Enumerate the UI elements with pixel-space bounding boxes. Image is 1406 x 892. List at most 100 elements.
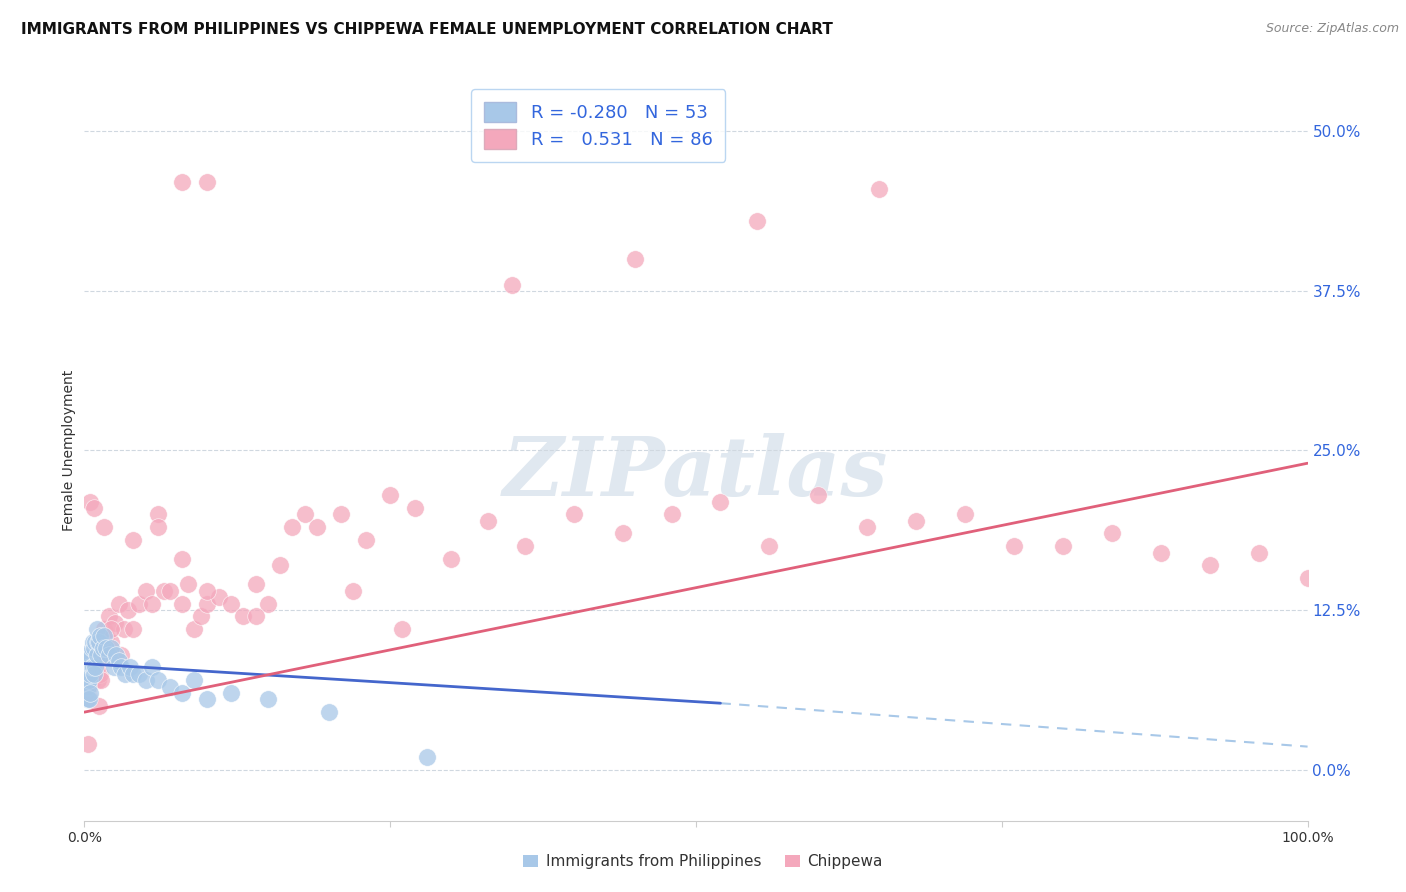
Point [76, 673, 98, 688]
Point [172, 686, 194, 700]
Point [208, 591, 231, 605]
Point [905, 514, 928, 528]
Point [76, 666, 98, 681]
Point [77, 680, 100, 694]
Point [90, 673, 112, 688]
Point [195, 692, 218, 706]
Point [747, 213, 769, 227]
Point [330, 508, 353, 522]
Point [159, 680, 181, 694]
Point [107, 597, 129, 611]
Point [75, 666, 97, 681]
Point [77, 737, 100, 751]
Point [83, 654, 105, 668]
Point [294, 508, 316, 522]
Point [84, 660, 107, 674]
Point [112, 622, 135, 636]
Point [86, 648, 108, 662]
Point [141, 597, 163, 611]
Point [219, 597, 242, 611]
Point [110, 660, 132, 674]
Point [82, 660, 104, 674]
Point [82, 673, 104, 688]
Point [79, 686, 101, 700]
Point [93, 622, 115, 636]
Point [159, 583, 181, 598]
Point [110, 648, 132, 662]
Point [86, 660, 108, 674]
Point [177, 577, 200, 591]
Point [100, 635, 122, 649]
Point [172, 175, 194, 189]
Point [758, 539, 780, 553]
Point [146, 508, 169, 522]
Text: Source: ZipAtlas.com: Source: ZipAtlas.com [1265, 22, 1399, 36]
Point [953, 508, 976, 522]
Point [91, 641, 114, 656]
Point [100, 641, 122, 656]
Point [195, 597, 218, 611]
Point [122, 622, 145, 636]
Point [318, 705, 340, 719]
Point [807, 488, 830, 502]
Point [107, 654, 129, 668]
Point [104, 615, 127, 630]
Point [83, 500, 105, 515]
Point [96, 641, 118, 656]
Point [219, 686, 242, 700]
Point [1002, 539, 1025, 553]
Point [183, 673, 205, 688]
Point [391, 622, 413, 636]
Point [440, 552, 463, 566]
Legend: Immigrants from Philippines, Chippewa: Immigrants from Philippines, Chippewa [517, 848, 889, 875]
Point [83, 641, 105, 656]
Point [79, 692, 101, 706]
Point [135, 583, 157, 598]
Point [77, 660, 100, 674]
Point [77, 692, 100, 706]
Point [79, 666, 101, 681]
Point [96, 629, 118, 643]
Point [562, 508, 585, 522]
Point [80, 660, 103, 674]
Point [502, 277, 524, 292]
Point [122, 666, 145, 681]
Point [89, 666, 111, 681]
Point [89, 629, 111, 643]
Point [146, 520, 169, 534]
Point [245, 609, 267, 624]
Point [87, 673, 110, 688]
Point [82, 635, 104, 649]
Point [257, 597, 280, 611]
Point [281, 520, 304, 534]
Point [172, 552, 194, 566]
Point [135, 673, 157, 688]
Point [86, 622, 108, 636]
Point [93, 629, 115, 643]
Point [77, 692, 100, 706]
Point [77, 660, 100, 674]
Point [93, 520, 115, 534]
Point [128, 666, 150, 681]
Point [87, 635, 110, 649]
Point [84, 641, 107, 656]
Text: ZIPatlas: ZIPatlas [503, 433, 889, 513]
Point [232, 609, 254, 624]
Point [77, 666, 100, 681]
Point [195, 583, 218, 598]
Point [77, 673, 100, 688]
Point [75, 686, 97, 700]
Point [79, 494, 101, 508]
Point [709, 494, 731, 508]
Point [513, 539, 536, 553]
Point [1101, 526, 1123, 541]
Point [146, 673, 169, 688]
Point [103, 660, 125, 674]
Point [128, 597, 150, 611]
Legend: R = -0.280   N = 53, R =   0.531   N = 86: R = -0.280 N = 53, R = 0.531 N = 86 [471, 89, 725, 161]
Point [380, 488, 402, 502]
Point [75, 686, 97, 700]
Point [90, 648, 112, 662]
Point [97, 648, 120, 662]
Point [269, 558, 291, 573]
